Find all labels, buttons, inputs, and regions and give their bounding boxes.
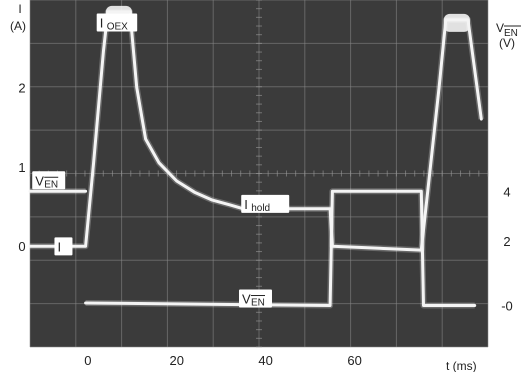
i-trace-trace xyxy=(28,10,483,252)
x-tick-label: 40 xyxy=(258,353,272,368)
x-axis-label: t (ms) xyxy=(446,359,477,372)
y-left-label-line2: (A) xyxy=(10,19,26,33)
callout-subscript: OEX xyxy=(107,21,128,32)
callout-subscript: EN xyxy=(44,179,58,190)
callout-i: I xyxy=(54,237,73,256)
callout-box xyxy=(32,171,66,190)
y-left-tick-label: 1 xyxy=(18,160,25,175)
callout-box xyxy=(238,289,272,308)
callout-box xyxy=(54,237,73,256)
y-right-label-en: EN xyxy=(504,28,518,39)
grid xyxy=(29,0,489,348)
callout-subscript: hold xyxy=(251,203,270,214)
y-right-label-v: V xyxy=(496,21,504,35)
callout-label: I xyxy=(57,239,61,254)
callout-box xyxy=(96,13,138,32)
y-left-tick-label: 2 xyxy=(18,80,25,95)
current-peak-plateau xyxy=(443,13,470,32)
callout-subscript: EN xyxy=(251,298,265,309)
v-lower-trace xyxy=(84,189,477,307)
y-right-tick-label: -0 xyxy=(501,299,513,314)
y-right-tick-label: 4 xyxy=(503,184,510,199)
y-right-label-line2: (V) xyxy=(499,36,515,50)
callout-box xyxy=(241,194,290,213)
callout-label: V xyxy=(35,173,44,188)
callout-en: V EN xyxy=(238,289,272,309)
x-tick-label: 60 xyxy=(347,353,361,368)
x-tick-label: 0 xyxy=(84,353,91,368)
callout-label: V xyxy=(242,292,251,307)
callout-label: I xyxy=(100,15,104,30)
y-left-label-line1: I xyxy=(18,2,21,16)
callout-en: V EN xyxy=(32,171,66,190)
callout-oex: I OEX xyxy=(96,13,138,32)
y-left-tick-label: 0 xyxy=(18,239,25,254)
y-right-tick-label: 2 xyxy=(503,234,510,249)
x-tick-label: 20 xyxy=(170,353,184,368)
callout-label: I xyxy=(244,197,248,212)
